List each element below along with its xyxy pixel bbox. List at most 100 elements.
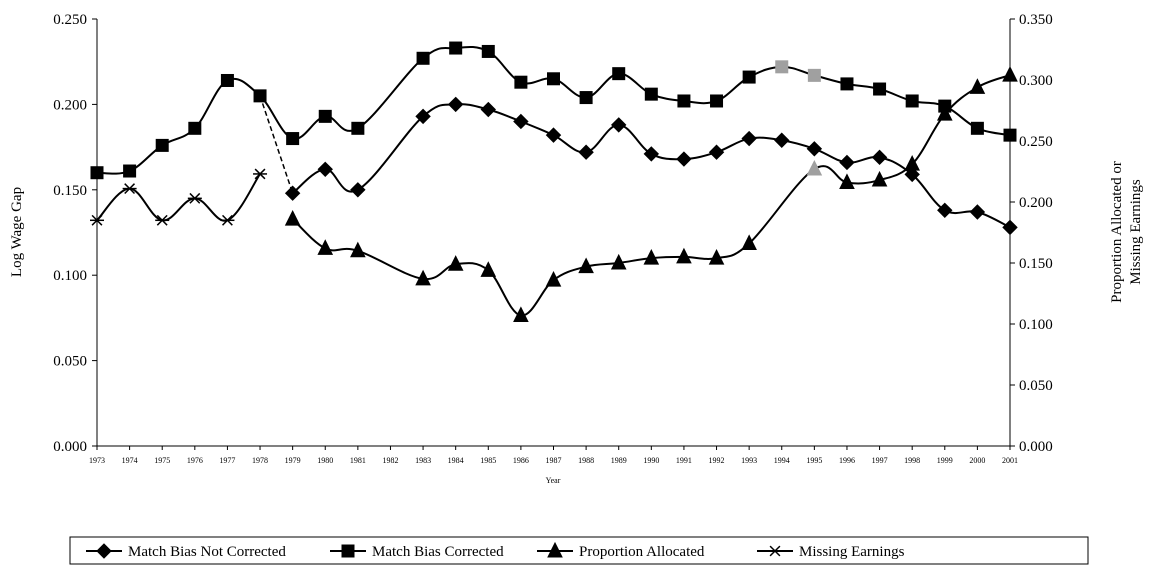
diamond-marker [611,117,627,133]
square-marker [807,68,821,82]
triangle-marker [676,247,692,264]
left-y-tick-label: 0.200 [53,97,87,113]
series-proportion-allocated [284,66,1018,322]
x-tick-label: 1990 [643,456,659,465]
x-tick-label: 1983 [415,456,431,465]
right-y-tick-label: 0.300 [1019,73,1053,89]
diamond-marker [839,154,855,171]
diamond-marker [741,130,757,147]
triangle-marker [610,253,627,270]
x-tick-label: 1980 [317,456,333,465]
diamond-marker [1002,219,1018,236]
star-marker-stroke [156,214,168,226]
triangle-marker [284,209,301,226]
triangle-marker [904,155,920,171]
x-tick-label: 1993 [741,456,757,465]
star-marker-stroke [769,545,781,557]
diamond-marker [545,127,562,143]
right-y-axis-label-line1: Proportion Allocated or [1109,161,1125,303]
square-marker [775,60,789,74]
right-y-tick-label: 0.000 [1019,439,1053,455]
triangle-marker [447,255,464,271]
triangle-marker [969,78,986,94]
x-tick-label: 1985 [480,456,496,465]
x-tick-label: 1977 [219,456,235,465]
series-line [96,45,1011,175]
x-tick-label: 1979 [285,456,301,465]
left-y-tick-label: 0.000 [53,439,87,455]
right-y-tick-label: 0.050 [1019,378,1053,394]
diamond-marker [480,101,496,118]
star-marker-stroke [254,168,266,180]
diamond-marker [415,108,431,125]
x-tick-label: 1995 [806,456,822,465]
x-tick-label: 1984 [448,456,464,465]
square-marker [286,132,300,146]
square-marker [579,91,593,105]
left-y-tick-label: 0.150 [53,183,87,199]
diamond-marker [904,166,920,183]
square-marker [449,41,463,55]
square-marker [742,70,756,84]
diamond-marker [774,132,790,148]
x-tick-label: 1992 [709,456,725,465]
star-marker [253,168,268,180]
left-y-tick-label: 0.100 [53,268,87,284]
diamond-marker [676,151,692,167]
right-y-ticks: 0.000 0.050 0.100 0.150 0.200 0.250 0.300 0.350 [1010,12,1053,455]
legend-diamond-marker [96,543,112,559]
right-y-axis-label-line2: Missing Earnings [1128,179,1144,285]
diamond-marker [578,144,594,160]
diamond-marker [871,149,888,166]
triangle-marker [415,269,431,286]
x-tick-label: 1994 [774,456,790,465]
square-marker [416,51,430,65]
legend-label: Match Bias Not Corrected [128,544,286,560]
square-marker [481,44,495,58]
square-marker [644,87,658,101]
square-marker [677,94,691,108]
legend-star-marker [768,545,782,557]
square-marker [318,109,332,123]
series-line [292,103,1011,229]
x-tick-label: 1997 [872,456,888,465]
diamond-marker [513,113,529,130]
square-marker [220,73,234,87]
star-marker-stroke [189,192,201,204]
triangle-marker [513,306,529,322]
x-tick-label: 1989 [611,456,627,465]
left-y-tick-label: 0.050 [53,354,87,370]
legend-item: Match Bias Not Corrected [86,543,286,560]
x-tick-label: 1987 [546,456,562,465]
left-y-ticks: 0.000 0.050 0.100 0.150 0.200 0.250 [53,12,97,455]
triangle-marker [643,249,660,265]
x-tick-label: 1982 [382,456,398,465]
square-marker [155,138,169,152]
triangle-marker [317,239,334,255]
x-tick-label: 1988 [578,456,594,465]
legend-label: Match Bias Corrected [372,544,504,560]
star-marker [187,192,202,204]
x-tick-label: 1991 [676,456,692,465]
legend-item: Proportion Allocated [537,541,705,560]
square-marker [1003,128,1017,142]
x-tick-label: 1973 [89,456,105,465]
star-marker-stroke [221,214,233,226]
series-match-bias-corrected [90,41,1017,180]
x-tick-label: 1981 [350,456,366,465]
series-layer [90,41,1018,322]
triangle-marker [708,249,725,265]
star-marker [220,214,235,226]
right-y-tick-label: 0.250 [1019,134,1053,150]
diamond-marker [284,185,301,201]
x-tick-label: 1999 [937,456,953,465]
right-y-tick-label: 0.100 [1019,317,1053,333]
square-marker [840,77,854,91]
square-marker [123,164,137,178]
x-tick-label: 1974 [122,456,138,465]
square-marker [90,166,104,180]
square-marker [188,121,202,135]
diamond-marker [708,144,725,160]
square-marker [710,94,724,108]
